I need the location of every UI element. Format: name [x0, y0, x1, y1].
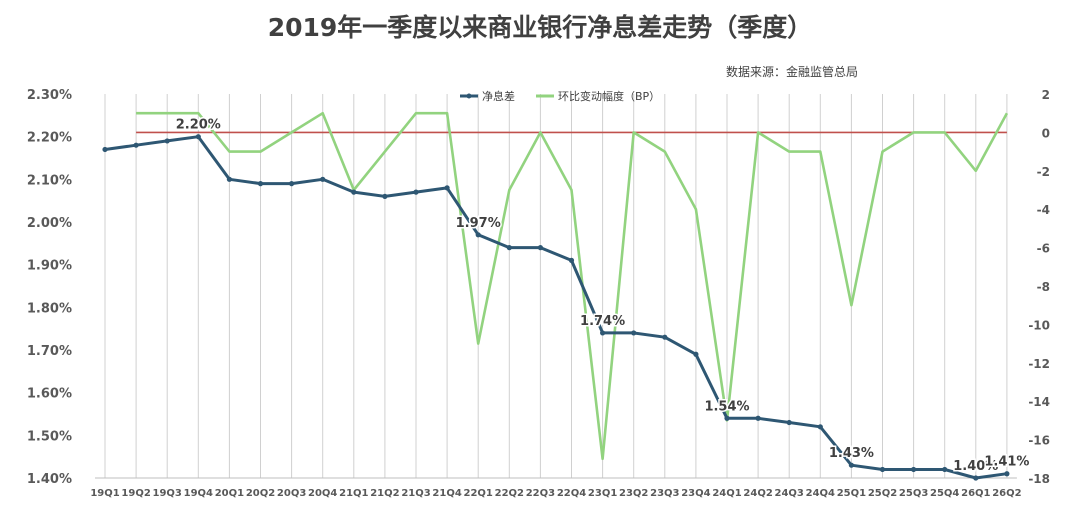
- net-interest-margin-point: [1004, 471, 1010, 477]
- right-axis-tick-label: -8: [1037, 280, 1050, 294]
- x-tick-label: 26Q2: [992, 488, 1021, 499]
- x-tick-label: 25Q3: [899, 488, 928, 499]
- x-tick-label: 22Q4: [557, 488, 586, 499]
- x-tick-label: 23Q1: [588, 488, 617, 499]
- net-interest-margin-point: [631, 330, 637, 336]
- x-tick-label: 25Q2: [868, 488, 897, 499]
- net-interest-margin-point: [289, 181, 295, 187]
- net-interest-margin-point: [320, 176, 326, 182]
- x-tick-label: 23Q4: [681, 488, 710, 499]
- net-interest-margin-point: [351, 189, 357, 195]
- x-tick-label: 21Q4: [432, 488, 461, 499]
- net-interest-margin-point: [600, 330, 606, 336]
- net-interest-margin-point: [755, 415, 761, 421]
- net-interest-margin-point: [568, 257, 575, 263]
- x-tick-label: 22Q1: [464, 488, 493, 499]
- right-axis-tick-label: -14: [1028, 395, 1050, 409]
- x-tick-label: 21Q1: [339, 488, 368, 499]
- net-interest-margin-point: [382, 193, 388, 199]
- net-interest-margin-point: [257, 181, 264, 187]
- legend-label: 净息差: [482, 89, 515, 103]
- x-tick-label: 24Q2: [743, 488, 772, 499]
- net-interest-margin-point: [942, 466, 948, 473]
- x-tick-label: 19Q3: [153, 488, 182, 499]
- data-label: 1.54%: [704, 399, 749, 414]
- net-interest-margin-point: [879, 466, 886, 473]
- x-tick-label: 23Q2: [619, 488, 648, 499]
- net-interest-margin-point: [164, 138, 170, 144]
- net-interest-margin-point: [413, 189, 419, 195]
- x-tick-label: 19Q4: [184, 488, 213, 499]
- net-interest-margin-point: [226, 176, 232, 182]
- x-tick-label: 20Q3: [277, 488, 306, 499]
- legend-swatch-marker: [466, 93, 472, 99]
- data-label: 1.74%: [580, 314, 625, 329]
- chart-title: 2019年一季度以来商业银行净息差走势（季度）: [267, 13, 813, 42]
- data-label: 2.20%: [176, 118, 221, 133]
- right-axis-tick-label: -12: [1028, 357, 1050, 371]
- x-tick-label: 25Q4: [930, 488, 959, 499]
- x-tick-label: 19Q2: [121, 488, 150, 499]
- left-axis-tick-label: 1.70%: [27, 344, 72, 359]
- right-axis-tick-label: -18: [1028, 472, 1050, 486]
- left-axis-tick-label: 2.00%: [27, 216, 72, 231]
- x-tick-label: 24Q4: [806, 488, 835, 499]
- net-interest-margin-point: [102, 146, 108, 153]
- x-tick-label: 22Q2: [495, 488, 524, 499]
- x-tick-label: 26Q1: [961, 488, 990, 499]
- x-tick-label: 23Q3: [650, 488, 679, 499]
- net-interest-margin-point: [444, 185, 450, 191]
- right-axis-tick-label: -16: [1028, 434, 1050, 448]
- x-tick-label: 21Q2: [370, 488, 399, 499]
- right-axis-tick-label: -4: [1037, 203, 1050, 217]
- left-axis-tick-label: 2.10%: [27, 173, 72, 188]
- data-label: 1.41%: [984, 455, 1029, 470]
- net-interest-margin-point: [195, 134, 201, 140]
- right-axis-tick-label: -6: [1037, 242, 1050, 256]
- net-interest-margin-point: [537, 245, 544, 251]
- net-interest-margin-point: [133, 142, 139, 148]
- right-axis-tick-label: 0: [1042, 126, 1050, 140]
- x-tick-label: 25Q1: [837, 488, 866, 499]
- x-tick-label: 20Q4: [308, 488, 337, 499]
- net-interest-margin-line: [104, 135, 1008, 480]
- left-axis-tick-label: 2.30%: [27, 88, 72, 103]
- data-label: 1.97%: [456, 216, 501, 231]
- net-interest-margin-point: [911, 466, 917, 473]
- x-tick-label: 20Q1: [215, 488, 244, 499]
- net-interest-margin-point: [693, 351, 699, 357]
- net-interest-margin-point: [848, 462, 855, 468]
- net-interest-margin-point: [817, 424, 823, 430]
- left-axis-tick-label: 1.90%: [27, 259, 72, 274]
- net-interest-margin-point: [786, 419, 792, 426]
- left-axis-tick-label: 2.20%: [27, 131, 72, 146]
- x-tick-label: 19Q1: [90, 488, 119, 499]
- source-note: 数据来源：金融监管总局: [726, 65, 859, 79]
- right-axis-tick-label: -2: [1037, 165, 1050, 179]
- left-axis-tick-label: 1.80%: [27, 301, 72, 316]
- qoq-change-line: [136, 111, 1009, 461]
- x-tick-label: 24Q1: [712, 488, 741, 499]
- left-axis-tick-label: 1.60%: [27, 387, 72, 402]
- net-interest-margin-point: [475, 232, 481, 238]
- x-tick-label: 24Q3: [775, 488, 804, 499]
- legend-label: 环比变动幅度（BP）: [558, 89, 660, 103]
- data-label: 1.40%: [953, 459, 998, 474]
- net-interest-margin-point: [724, 415, 730, 421]
- data-label: 1.43%: [829, 446, 874, 461]
- net-interest-margin-point: [506, 245, 512, 251]
- x-tick-label: 22Q3: [526, 488, 555, 499]
- right-axis-tick-label: -10: [1028, 318, 1050, 332]
- x-tick-label: 20Q2: [246, 488, 275, 499]
- right-axis-tick-label: 2: [1042, 88, 1050, 102]
- x-tick-label: 21Q3: [401, 488, 430, 499]
- net-interest-margin-point: [973, 475, 979, 481]
- left-axis-tick-label: 1.50%: [27, 429, 72, 444]
- left-axis-tick-label: 1.40%: [27, 472, 72, 487]
- net-interest-margin-point: [662, 334, 668, 340]
